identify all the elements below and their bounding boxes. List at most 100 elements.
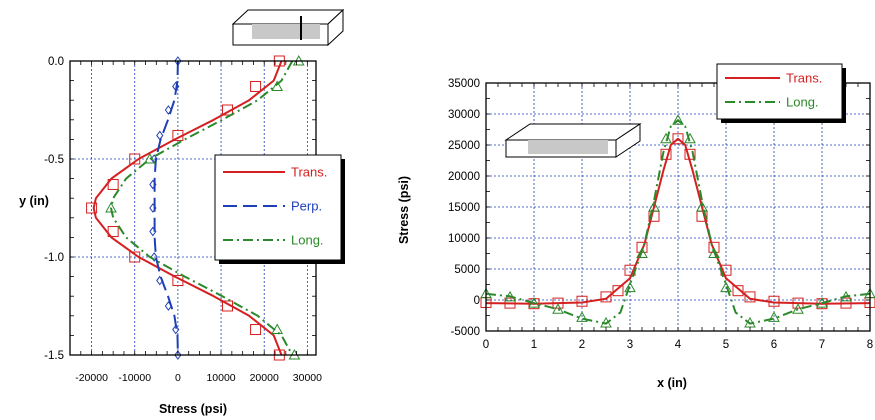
data-point	[696, 200, 708, 212]
data-point	[105, 201, 117, 213]
data-point	[149, 179, 157, 190]
series-perp	[149, 56, 182, 360]
x-axis-label: Stress (psi)	[159, 402, 227, 416]
data-point	[172, 81, 180, 92]
x-tick-label: 0	[483, 339, 489, 351]
data-point	[576, 295, 588, 307]
beam-cross-section-sketch	[231, 8, 345, 47]
y-tick-label: 20000	[448, 171, 480, 183]
legend: Trans. Long.	[716, 63, 846, 123]
data-point	[684, 148, 696, 160]
y-tick-label: 0.0	[48, 56, 64, 68]
data-point	[149, 203, 157, 213]
data-point	[149, 226, 157, 237]
data-point	[250, 324, 262, 336]
data-point	[222, 104, 234, 116]
data-point	[150, 252, 158, 262]
data-point	[576, 311, 588, 322]
x-tick-label: -20000	[75, 372, 108, 384]
series-line	[92, 60, 283, 356]
data-point	[816, 297, 828, 308]
data-point	[156, 130, 164, 141]
x-tick-label: 5	[723, 339, 729, 351]
data-point	[600, 316, 612, 328]
data-point	[792, 303, 804, 314]
data-point	[552, 297, 564, 309]
x-tick-label: 20000	[250, 372, 279, 384]
y-axis-label: Stress (psi)	[397, 176, 411, 244]
legend-box	[716, 63, 843, 120]
y-tick-label: 10000	[448, 233, 480, 245]
data-point	[840, 297, 852, 309]
y-tick-label: 15000	[448, 202, 480, 214]
legend: Trans. Perp. Long.	[214, 154, 345, 264]
series-line	[485, 119, 871, 325]
data-point	[528, 297, 540, 308]
data-point	[222, 300, 234, 312]
y-tick-label: 5000	[454, 264, 480, 276]
x-tick-label: 7	[819, 339, 825, 351]
stress-profile-chart: -20000 -10000 0 10000 20000 30000 0.0 -0.5 -1.0 -…	[19, 8, 345, 416]
y-tick-label: 0	[474, 295, 480, 307]
legend-label: Perp.	[291, 199, 322, 214]
y-tick-label: 30000	[448, 109, 480, 121]
beam-sketch	[504, 123, 642, 158]
data-point	[660, 148, 672, 160]
x-axis-label: x (in)	[657, 376, 687, 390]
data-point	[504, 297, 516, 309]
x-tick-label: 6	[771, 339, 777, 351]
data-point	[164, 301, 173, 311]
data-point	[684, 132, 696, 144]
x-tick-label: 1	[531, 339, 537, 351]
y-tick-label: -5000	[451, 326, 480, 338]
data-point	[648, 200, 660, 212]
data-point	[636, 247, 648, 258]
data-point	[172, 129, 184, 141]
x-tick-label: 2	[579, 339, 585, 351]
y-axis-label: y (in)	[19, 194, 49, 208]
data-point	[107, 178, 119, 190]
y-tick-label: 25000	[448, 140, 480, 152]
legend-label: Long.	[786, 95, 819, 110]
data-point	[143, 152, 156, 164]
data-point	[672, 114, 684, 125]
data-point	[840, 290, 852, 302]
x-tick-label: 0	[175, 372, 181, 384]
data-point	[708, 247, 720, 258]
series-long	[480, 114, 875, 328]
data-point	[172, 275, 184, 287]
data-point	[744, 316, 756, 328]
data-point	[156, 275, 164, 286]
x-tick-label: 10000	[206, 372, 235, 384]
data-point	[612, 285, 624, 297]
series-line	[110, 60, 294, 356]
data-point	[732, 285, 744, 297]
data-point	[624, 281, 636, 293]
data-point	[250, 80, 262, 92]
series-line	[485, 137, 871, 305]
data-point	[164, 105, 173, 115]
data-point	[271, 323, 284, 335]
x-tick-label: 3	[627, 339, 633, 351]
data-point	[600, 291, 612, 303]
data-point	[86, 202, 98, 214]
x-tick-label: 30000	[293, 372, 322, 384]
data-point	[672, 133, 684, 145]
data-point	[552, 303, 564, 314]
data-point	[660, 132, 672, 144]
stress-along-length-chart: 0 1 2 3 4 5 6 7 8-500005000100001500020000250003…	[397, 63, 875, 390]
data-point	[768, 311, 780, 322]
legend-label: Trans.	[786, 71, 822, 86]
data-point	[129, 153, 141, 165]
data-point	[792, 297, 804, 309]
legend-label: Trans.	[291, 165, 327, 180]
x-tick-label: -10000	[118, 372, 151, 384]
data-point	[768, 295, 780, 307]
y-tick-label: 35000	[448, 78, 480, 90]
series-long	[105, 54, 305, 360]
series-line	[153, 60, 179, 356]
data-point	[720, 281, 732, 293]
data-point	[174, 350, 182, 360]
x-tick-label: 4	[675, 339, 682, 351]
